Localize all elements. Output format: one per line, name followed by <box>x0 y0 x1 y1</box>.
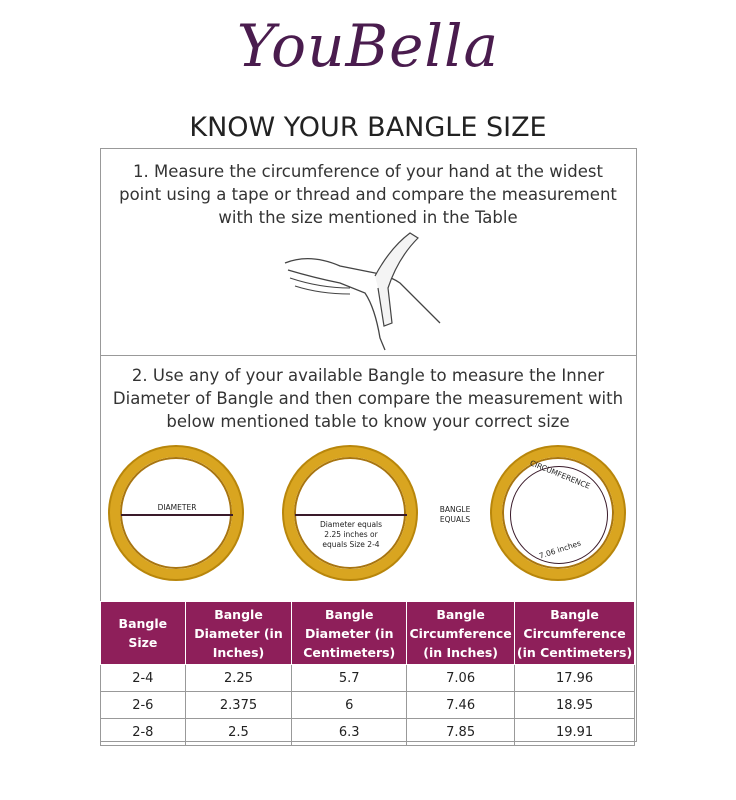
table-cell: 7.06 <box>406 664 516 692</box>
column-header: Bangle Size <box>100 601 186 665</box>
table-cell: 6 <box>291 691 408 719</box>
table-cell: 2-8 <box>100 718 186 746</box>
table-header-row: Bangle Size Bangle Diameter (in Inches) … <box>100 601 635 665</box>
table-row: 2-4 2.25 5.7 7.06 17.96 <box>100 664 635 692</box>
table-cell: 19.91 <box>514 718 635 746</box>
page-title: KNOW YOUR BANGLE SIZE <box>189 112 547 143</box>
diameter-note: Diameter equals 2.25 inches or equals Si… <box>319 520 383 549</box>
bangle-equals-label: BANGLE EQUALS <box>439 505 471 524</box>
table-cell: 2.25 <box>184 664 293 692</box>
table-cell: 5.7 <box>291 664 408 692</box>
table-row: 2-6 2.375 6 7.46 18.95 <box>100 691 635 719</box>
table-cell: 2-6 <box>100 691 186 719</box>
circumference-circle <box>510 466 608 564</box>
divider <box>100 355 636 356</box>
table-cell: 7.46 <box>406 691 516 719</box>
column-header: Bangle Circumference (in Inches) <box>406 601 516 665</box>
column-header: Bangle Diameter (in Centimeters) <box>291 601 408 665</box>
diameter-line <box>295 514 407 516</box>
brand-logo: YouBella <box>236 12 500 80</box>
column-header: Bangle Circumference (in Centimeters) <box>514 601 635 665</box>
bangle-diameter-example-ring <box>284 447 416 579</box>
table-row: 2-8 2.5 6.3 7.85 19.91 <box>100 718 635 746</box>
table-cell: 7.85 <box>406 718 516 746</box>
step-2-text: 2. Use any of your available Bangle to m… <box>112 366 624 431</box>
diameter-label: DIAMETER <box>157 503 197 512</box>
table-cell: 17.96 <box>514 664 635 692</box>
diameter-line <box>121 514 233 516</box>
table-cell: 2.5 <box>184 718 293 746</box>
table-cell: 2-4 <box>100 664 186 692</box>
hand-measure-illustration <box>284 232 441 351</box>
table-cell: 2.375 <box>184 691 293 719</box>
table-cell: 18.95 <box>514 691 635 719</box>
column-header: Bangle Diameter (in Inches) <box>184 601 293 665</box>
step-1-text: 1. Measure the circumference of your han… <box>119 162 617 227</box>
bangle-size-table: Bangle Size Bangle Diameter (in Inches) … <box>100 601 635 746</box>
bangle-diameter-ring <box>110 447 242 579</box>
table-cell: 6.3 <box>291 718 408 746</box>
